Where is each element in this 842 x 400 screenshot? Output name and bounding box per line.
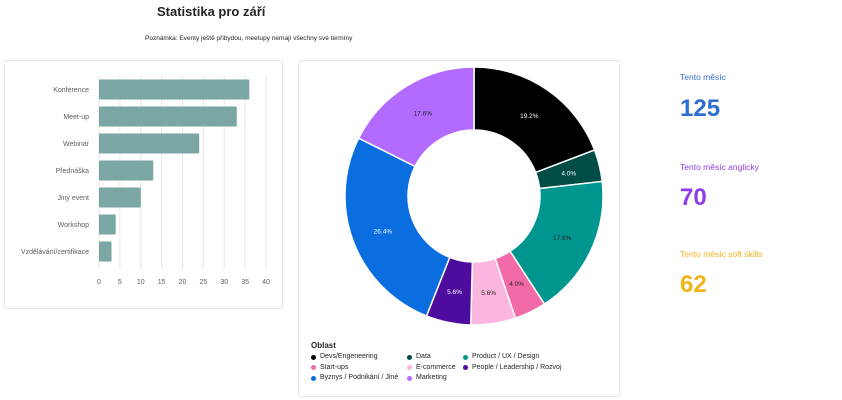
legend-label: Devs/Engeneering <box>320 353 378 360</box>
slice-data-label: 26.4% <box>374 228 393 235</box>
slice-data-label: 4.0% <box>509 281 524 288</box>
category-label: Workshop <box>58 222 89 229</box>
legend-marker <box>463 354 468 360</box>
category-label: Přednáška <box>56 168 90 175</box>
x-tick-label: 25 <box>199 279 207 286</box>
category-label: Jiný event <box>57 195 89 202</box>
bar[interactable] <box>99 106 237 127</box>
legend-marker <box>407 375 412 381</box>
legend-item[interactable]: Product / UX / Design <box>463 352 583 362</box>
bar-chart: 0 5 10 15 20 25 30 35 40 Konference Meet-up Webinar… <box>21 76 270 286</box>
donut-chart: 19.2% 4.0% 17.6% 4.0% 5.6% 5.6% 26.4% 17.6% <box>344 66 604 326</box>
kpi-value-month: 125 <box>680 95 721 122</box>
bar[interactable] <box>99 133 200 154</box>
legend-label: Start-ups <box>320 363 349 371</box>
bar-chart-card: 0 5 10 15 20 25 30 35 40 Konference Meet-up Webinar… <box>4 60 283 309</box>
legend-label: People / Leadership / Rozvoj <box>472 363 562 371</box>
donut-chart-card: 19.2% 4.0% 17.6% 4.0% 5.6% 5.6% 26.4% 17.6% <box>298 60 620 397</box>
bar[interactable] <box>99 214 116 235</box>
x-tick-label: 5 <box>118 279 122 286</box>
category-label: Webinar <box>63 141 90 148</box>
donut-legend: Oblast Devs/Engeneering Data Product / UX … <box>311 341 611 383</box>
legend-label: E-commerce <box>416 363 456 371</box>
bar[interactable] <box>99 187 141 208</box>
legend-item[interactable]: Start-ups <box>311 363 407 373</box>
bar[interactable] <box>99 79 250 100</box>
slice-data-label: 19.2% <box>520 113 539 120</box>
legend-title: Oblast <box>311 341 336 350</box>
bar[interactable] <box>99 160 154 181</box>
kpi-label-month: Tento měsíc <box>680 72 726 82</box>
legend-item[interactable]: Marketing <box>407 373 463 383</box>
x-tick-label: 35 <box>241 279 249 286</box>
legend-item[interactable]: Devs/Engeneering <box>311 352 407 362</box>
kpi-value-softskills: 62 <box>680 271 707 298</box>
page-note: Poznámka: Eventy ještě přibydou, meetupy… <box>145 35 353 42</box>
kpi-value-english: 70 <box>680 184 707 211</box>
legend-item[interactable]: Byznys / Podnikání / Jiné <box>311 373 407 383</box>
legend-label: Marketing <box>416 374 447 381</box>
legend-marker <box>463 365 468 370</box>
bar[interactable] <box>99 241 112 262</box>
slice-data-label: 5.6% <box>447 289 462 296</box>
legend-grid: Devs/Engeneering Data Product / UX / Desig… <box>311 352 611 383</box>
category-label: Konference <box>53 87 89 94</box>
x-tick-label: 30 <box>220 279 228 286</box>
legend-marker <box>311 365 316 370</box>
legend-marker <box>311 375 316 381</box>
kpi-label-softskills: Tento měsíc soft skills <box>680 249 763 259</box>
donut-slice[interactable] <box>357 66 475 168</box>
slice-data-label: 17.6% <box>553 235 572 242</box>
legend-item[interactable]: E-commerce <box>407 363 463 373</box>
x-tick-label: 0 <box>97 279 101 286</box>
page-title: Statistika pro září <box>157 4 266 19</box>
slice-data-label: 4.0% <box>561 170 576 177</box>
legend-marker <box>407 365 412 370</box>
x-tick-label: 20 <box>179 279 187 286</box>
legend-item[interactable]: Data <box>407 352 463 362</box>
donut-slice[interactable] <box>509 180 604 306</box>
slice-data-label: 5.6% <box>481 290 496 297</box>
x-tick-label: 40 <box>262 279 270 286</box>
slice-data-label: 17.6% <box>414 111 433 118</box>
category-label: Vzdělávání/certifikace <box>21 249 89 256</box>
category-label: Meet-up <box>63 114 89 121</box>
x-tick-label: 15 <box>158 279 166 286</box>
legend-label: Product / UX / Design <box>472 353 540 360</box>
legend-item[interactable]: People / Leadership / Rozvoj <box>463 363 583 373</box>
legend-marker <box>311 354 316 360</box>
legend-label: Byznys / Podnikání / Jiné <box>320 374 399 381</box>
donut-slice[interactable] <box>344 137 451 317</box>
legend-label: Data <box>416 353 431 360</box>
kpi-label-english: Tento měsíc anglicky <box>680 162 759 172</box>
legend-marker <box>407 354 412 360</box>
x-tick-label: 10 <box>137 279 145 286</box>
donut-slice[interactable] <box>473 66 596 174</box>
